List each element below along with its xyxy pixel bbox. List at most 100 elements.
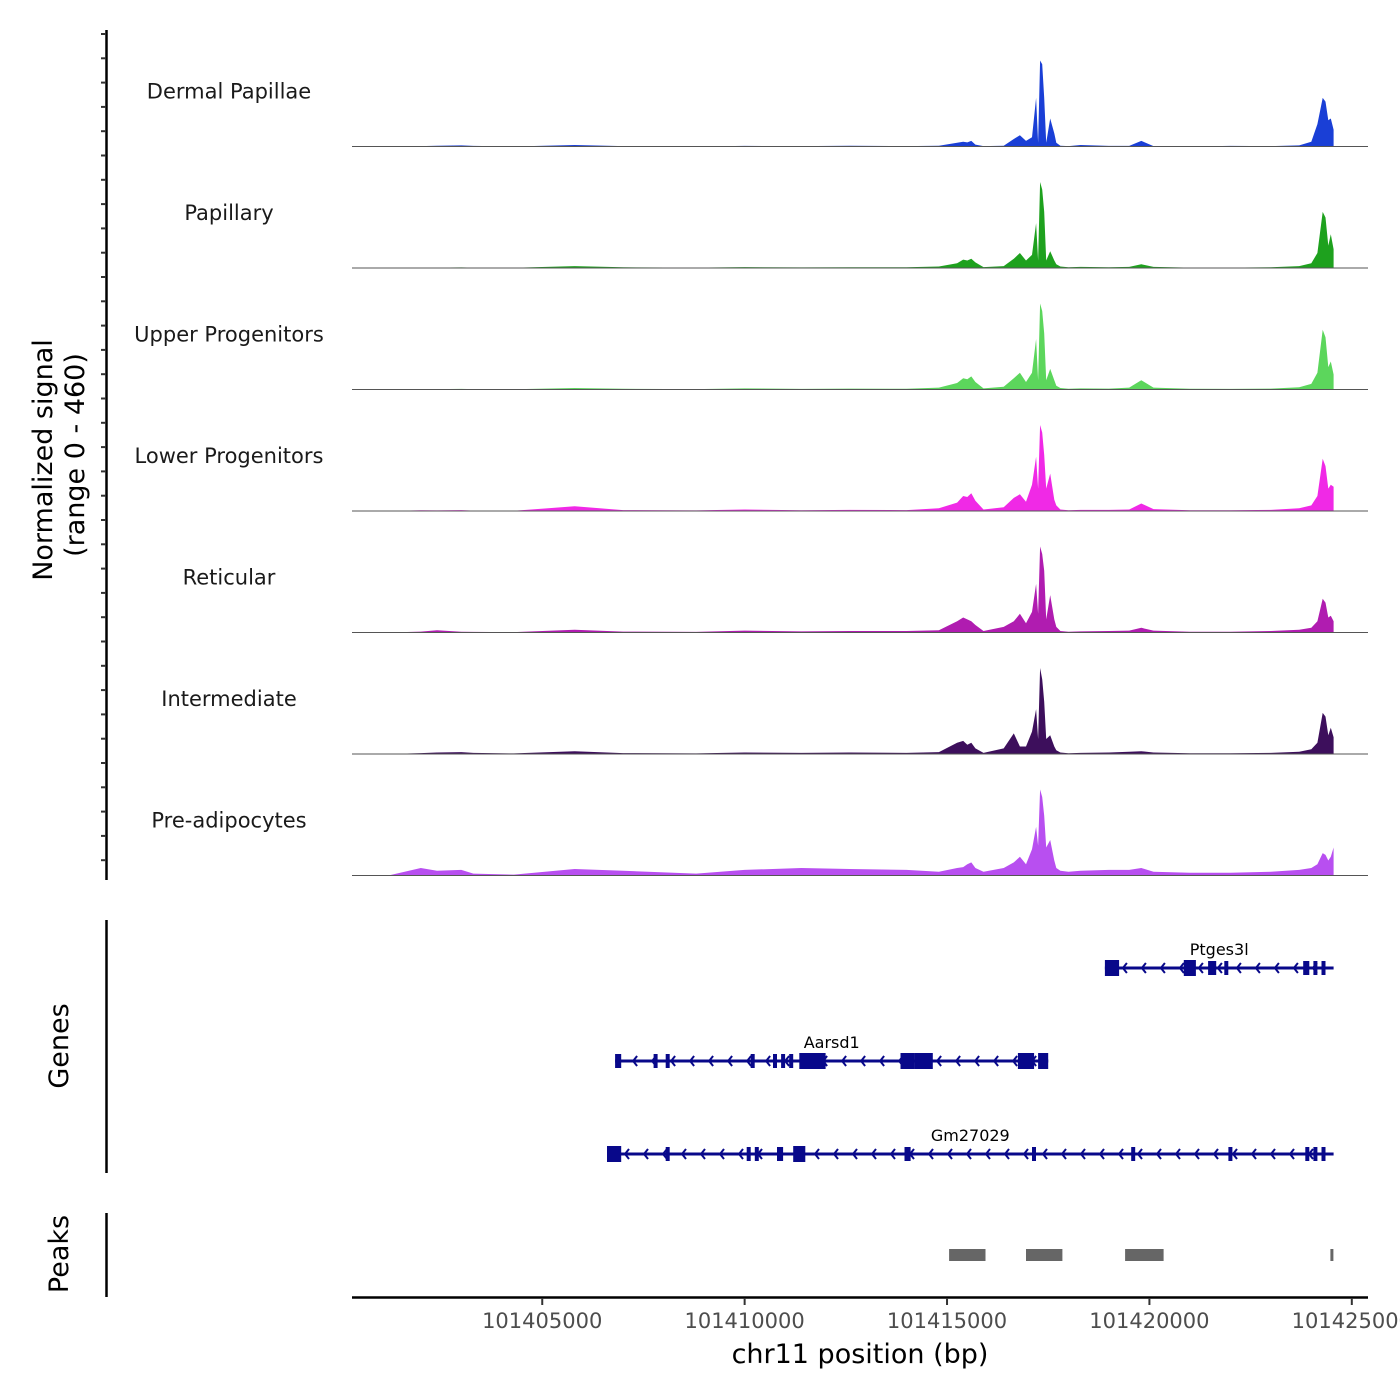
track-label: Pre-adipocytes: [151, 809, 306, 833]
strand-arrow: [992, 1055, 999, 1067]
x-axis-title: chr11 position (bp): [732, 1339, 989, 1370]
gene-gm27029: Gm27029: [607, 1126, 1334, 1162]
strand-arrow: [688, 1055, 695, 1067]
track-papillary: Papillary: [184, 182, 1368, 269]
exon: [799, 1053, 826, 1069]
peak-region: [1125, 1249, 1164, 1261]
exon: [1321, 1147, 1326, 1161]
exon: [1321, 961, 1326, 975]
exon: [1032, 1147, 1036, 1161]
coverage-area: [388, 303, 1334, 390]
track-pre-adipocytes: Pre-adipocytes: [151, 789, 1368, 876]
strand-arrow: [1022, 1148, 1029, 1160]
strand-arrow: [1288, 1148, 1295, 1160]
peak-region: [949, 1249, 986, 1261]
strand-arrow: [1197, 962, 1204, 974]
coverage-area: [388, 668, 1334, 754]
strand-arrow: [783, 1055, 790, 1067]
strand-arrow: [1269, 1148, 1276, 1160]
strand-arrow: [1250, 1148, 1257, 1160]
exon: [653, 1054, 658, 1068]
coverage-area: [388, 546, 1334, 633]
exon: [1038, 1053, 1049, 1069]
exon: [904, 1147, 911, 1161]
strand-arrow: [1041, 1148, 1048, 1160]
exon: [1228, 1147, 1233, 1161]
exon: [1017, 1053, 1035, 1069]
strand-arrow: [1136, 1148, 1143, 1160]
y-axis-ticks: [101, 33, 106, 862]
coverage-area: [388, 182, 1334, 268]
strand-arrow: [859, 1055, 866, 1067]
gene-aarsd1: Aarsd1: [615, 1033, 1049, 1069]
track-upper-progenitors: Upper Progenitors: [134, 303, 1368, 390]
strand-arrow: [699, 1148, 706, 1160]
exon: [773, 1054, 777, 1068]
peak-region: [1330, 1249, 1334, 1261]
exon: [665, 1147, 670, 1161]
strand-arrow: [1121, 962, 1128, 974]
peak-track: [105, 1213, 1334, 1297]
exon: [781, 1054, 786, 1068]
exon: [1313, 961, 1318, 975]
gene-label: Aarsd1: [804, 1033, 860, 1052]
exon: [1183, 960, 1196, 976]
track-dermal-papillae: Dermal Papillae: [147, 60, 1368, 147]
x-tick-label: 101415000: [887, 1309, 1007, 1333]
gene-ptges3l: Ptges3l: [1104, 940, 1334, 976]
strand-arrow: [1174, 1148, 1181, 1160]
strand-arrow: [1098, 1148, 1105, 1160]
strand-arrow: [764, 1055, 771, 1067]
track-label: Lower Progenitors: [135, 444, 324, 468]
strand-arrow: [1159, 962, 1166, 974]
x-tick-label: 101420000: [1089, 1309, 1209, 1333]
exon: [793, 1146, 806, 1162]
gene-label: Ptges3l: [1190, 940, 1249, 959]
strand-arrow: [642, 1148, 649, 1160]
y-axis-title: Normalized signal: [28, 339, 59, 581]
strand-arrow: [832, 1148, 839, 1160]
strand-arrow: [680, 1148, 687, 1160]
strand-arrow: [984, 1148, 991, 1160]
strand-arrow: [1292, 962, 1299, 974]
strand-arrow: [707, 1055, 714, 1067]
strand-arrow: [927, 1148, 934, 1160]
strand-arrow: [669, 1055, 676, 1067]
strand-arrow: [623, 1148, 630, 1160]
strand-arrow: [851, 1148, 858, 1160]
strand-arrow: [954, 1055, 961, 1067]
exon: [746, 1147, 751, 1161]
strand-arrow: [745, 1055, 752, 1067]
strand-arrow: [889, 1148, 896, 1160]
exon: [665, 1054, 670, 1068]
strand-arrow: [1140, 962, 1147, 974]
track-label: Upper Progenitors: [134, 323, 324, 347]
strand-arrow: [813, 1148, 820, 1160]
exon: [789, 1054, 794, 1068]
strand-arrow: [946, 1148, 953, 1160]
track-reticular: Reticular: [183, 546, 1368, 633]
strand-arrow: [661, 1148, 668, 1160]
exon: [900, 1053, 915, 1069]
exon: [754, 1147, 759, 1161]
coverage-tracks: Dermal Papillae Papillary Upper Progenitor…: [134, 60, 1368, 876]
track-lower-progenitors: Lower Progenitors: [135, 425, 1368, 512]
strand-arrow: [718, 1148, 725, 1160]
x-tick-label: 101405000: [482, 1309, 602, 1333]
exon: [750, 1054, 755, 1068]
exon: [777, 1147, 784, 1161]
exon: [1305, 1147, 1310, 1161]
y-axis-range: (range 0 - 460): [60, 353, 91, 557]
exon: [1224, 961, 1229, 975]
strand-arrow: [737, 1148, 744, 1160]
strand-arrow: [1231, 1148, 1238, 1160]
exon: [1303, 961, 1310, 975]
track-intermediate: Intermediate: [161, 668, 1368, 755]
exon: [1104, 960, 1120, 976]
peak-region: [1026, 1249, 1063, 1261]
track-label: Reticular: [183, 566, 276, 590]
track-label: Dermal Papillae: [147, 80, 311, 104]
genes-track-title: Genes: [44, 1003, 75, 1088]
strand-arrow: [1079, 1148, 1086, 1160]
strand-arrow: [1254, 962, 1261, 974]
